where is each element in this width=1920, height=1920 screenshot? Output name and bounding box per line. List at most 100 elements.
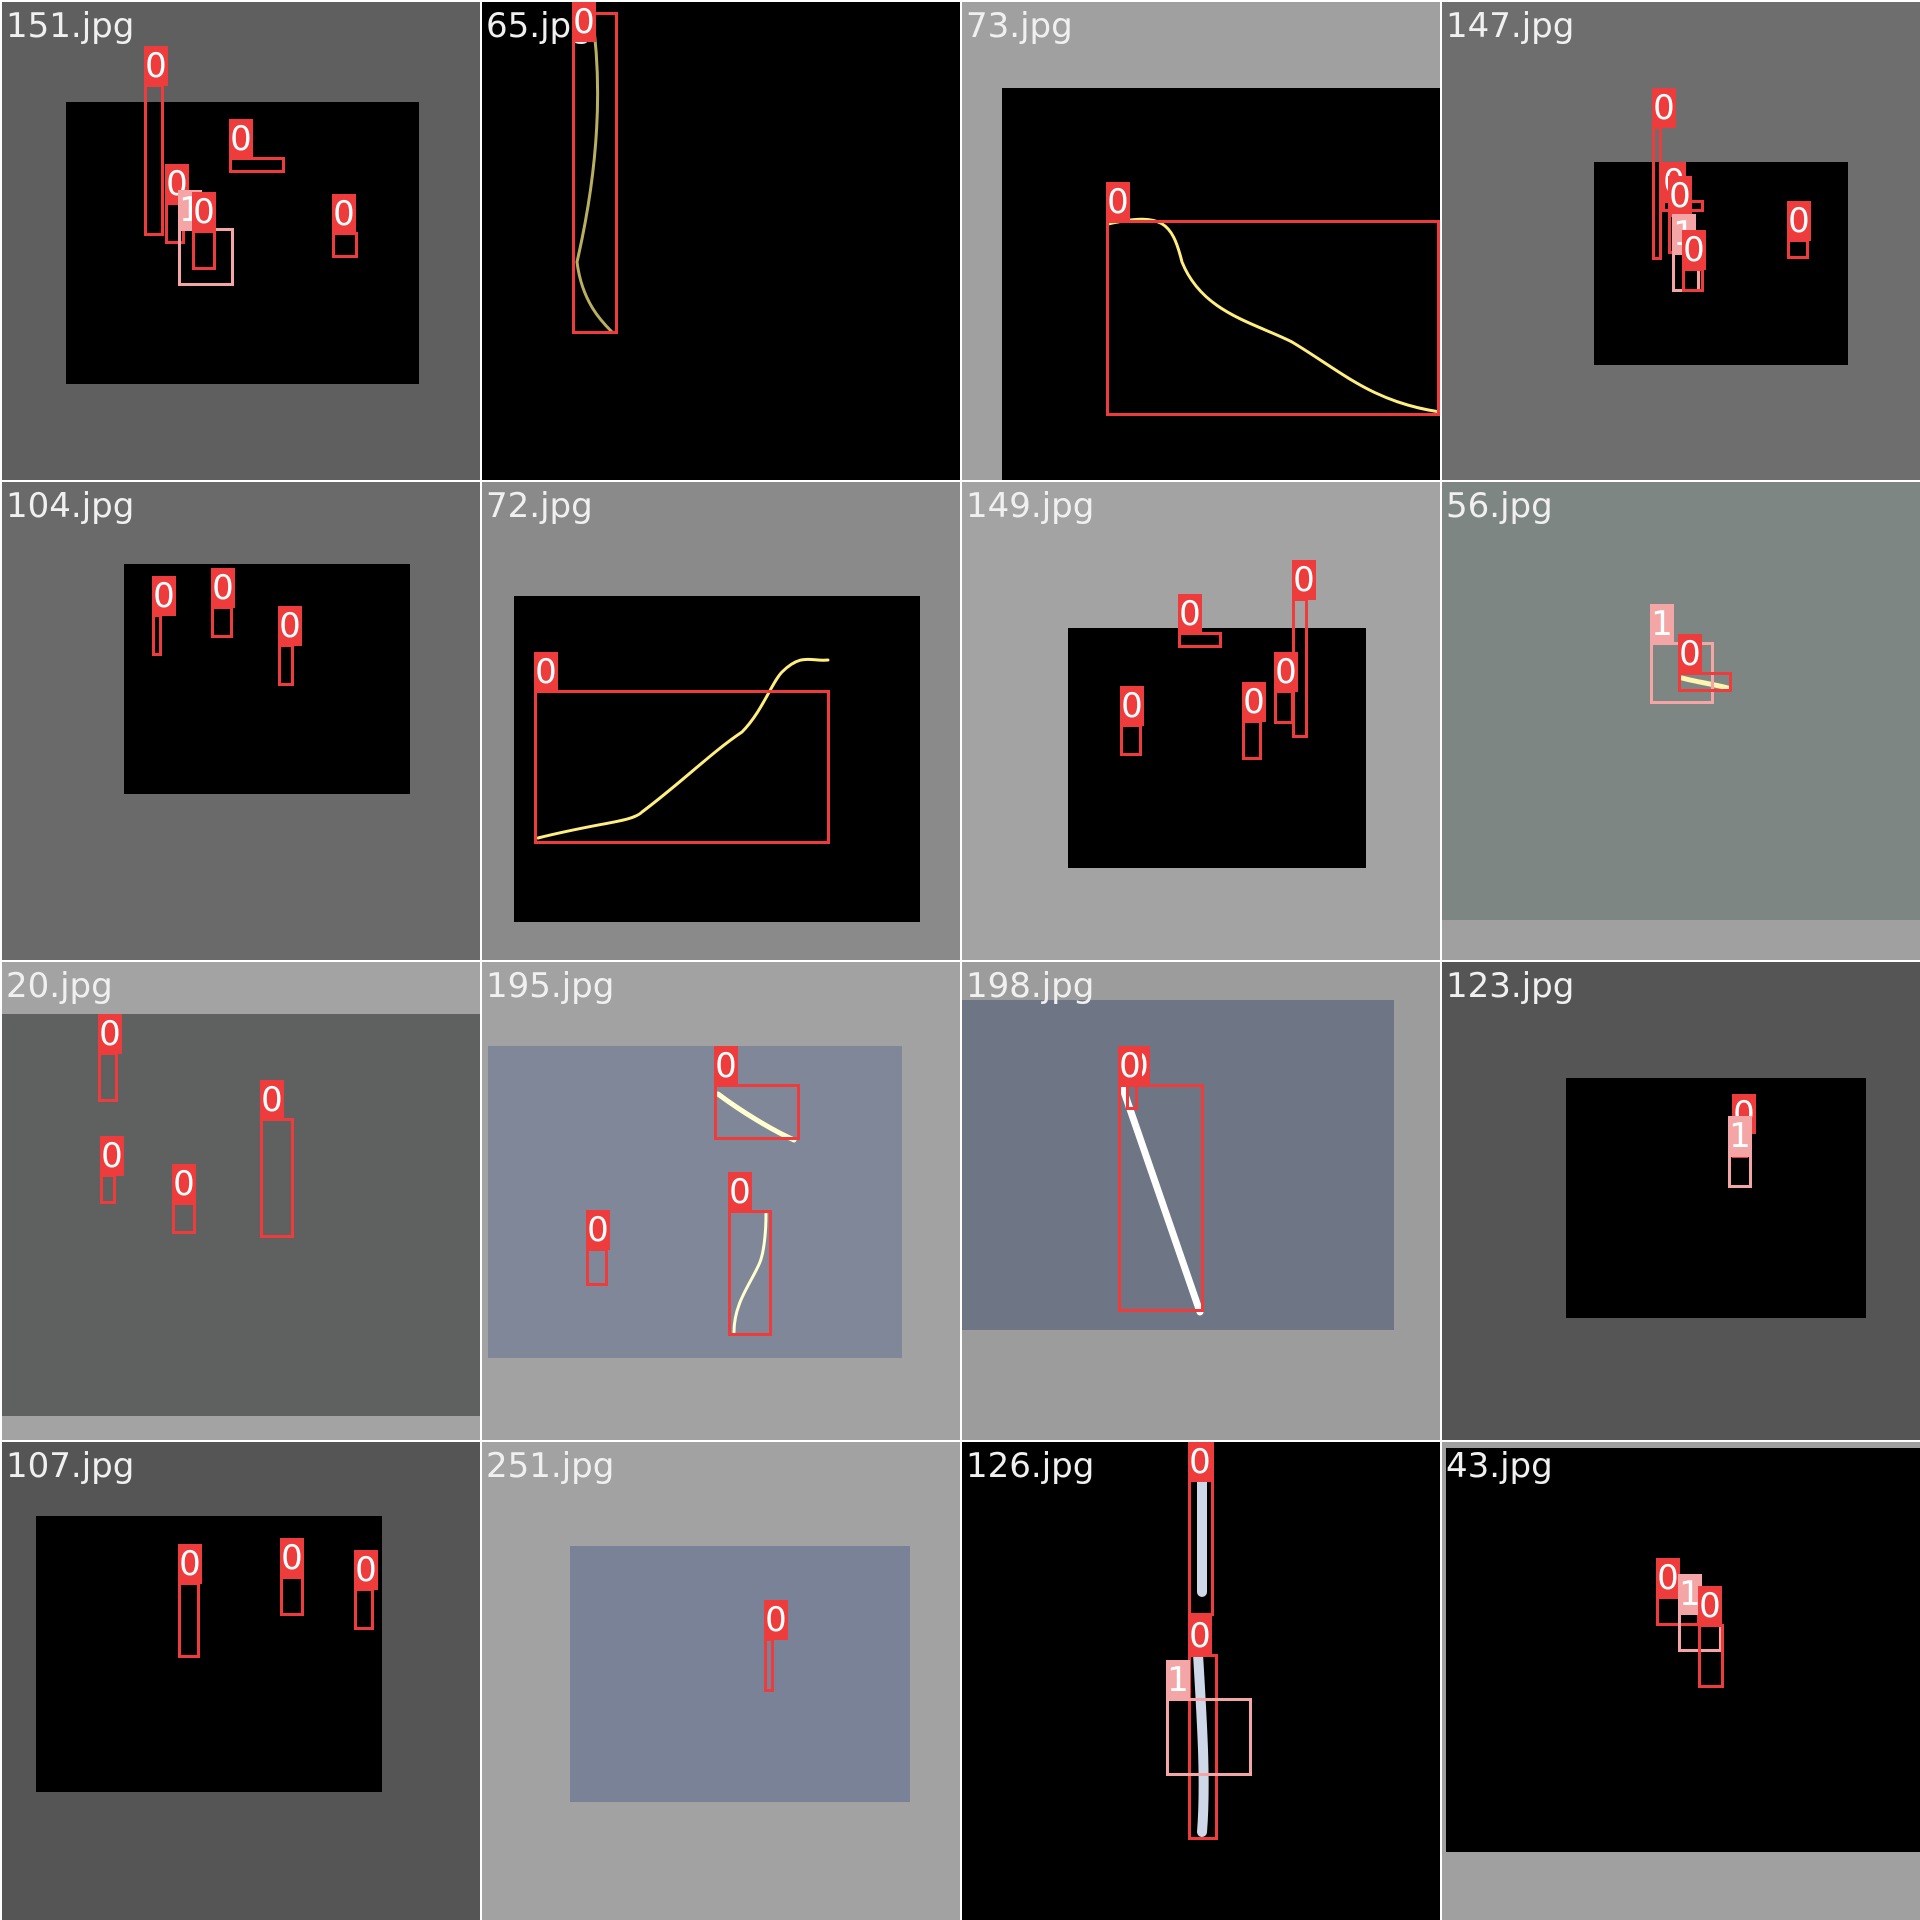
filename-label: 126.jpg (966, 1446, 1095, 1486)
filename-label: 20.jpg (6, 966, 113, 1006)
image-tile: 0 1 123.jpg (1442, 962, 1920, 1440)
detection-box (534, 690, 830, 844)
detection-box (1682, 268, 1704, 292)
class-label: 0 (714, 1046, 738, 1086)
class-label: 0 (260, 1080, 284, 1120)
filename-label: 43.jpg (1446, 1446, 1553, 1486)
detection-box (1178, 632, 1222, 648)
fiber-trace (732, 1212, 768, 1334)
detection-box (714, 1084, 800, 1140)
class-label: 0 (98, 1014, 122, 1054)
class-label: 0 (192, 192, 216, 232)
class-label: 0 (178, 1544, 202, 1584)
image-tile: 0 0 0 0 20.jpg (2, 962, 480, 1440)
class-label: 0 (572, 2, 596, 42)
detection-box (354, 1588, 374, 1630)
class-label: 0 (1698, 1586, 1722, 1626)
detection-box (1120, 724, 1142, 756)
fiber-trace (536, 657, 830, 840)
class-label: 0 (534, 652, 558, 692)
fiber-overlay (2, 962, 480, 1440)
detection-box (1698, 1624, 1724, 1688)
detection-box (192, 230, 216, 270)
class-label: 0 (1682, 230, 1706, 270)
class-label: 0 (1274, 652, 1298, 692)
class-label: 0 (280, 1538, 304, 1578)
fiber-trace (1106, 217, 1440, 414)
detection-box (1118, 1084, 1204, 1312)
detection-box (728, 1210, 772, 1336)
class-label: 1 (1650, 604, 1674, 644)
detection-box (586, 1248, 608, 1286)
fiber-trace (1679, 675, 1731, 691)
detection-box (229, 157, 285, 173)
class-label: 0 (1178, 594, 1202, 634)
class-label: 0 (172, 1164, 196, 1204)
class-label: 0 (1242, 682, 1266, 722)
class-label: 0 (586, 1210, 610, 1250)
class-label: 0 (1106, 182, 1130, 222)
fiber-overlay (575, 12, 614, 334)
detection-box (332, 232, 358, 258)
detection-box (1242, 720, 1262, 760)
micrograph-image (1594, 162, 1848, 365)
class-label: 0 (1188, 1616, 1212, 1656)
filename-label: 251.jpg (486, 1446, 615, 1486)
image-tile: 0 1 0 43.jpg (1442, 1442, 1920, 1920)
filename-label: 72.jpg (486, 486, 593, 526)
image-tile: 0 0 1 126.jpg (962, 1442, 1440, 1920)
detection-box (280, 1576, 304, 1616)
detection-box (1652, 126, 1662, 260)
filename-label: 104.jpg (6, 486, 135, 526)
class-label: 1 (1728, 1116, 1752, 1156)
class-label: 0 (229, 119, 253, 159)
detection-box (1106, 220, 1440, 416)
image-tile: 0 65.jpg (482, 2, 960, 480)
detection-box (764, 1638, 774, 1692)
class-label: 0 (1656, 1558, 1680, 1598)
filename-label: 151.jpg (6, 6, 135, 46)
micrograph-image (514, 596, 920, 922)
image-tile: 0 0 0 1 0 0 151.jpg (2, 2, 480, 480)
micrograph-image (2, 1014, 480, 1416)
filename-label: 147.jpg (1446, 6, 1575, 46)
filename-label: 149.jpg (966, 486, 1095, 526)
class-label: 0 (1188, 1442, 1212, 1482)
detection-box (278, 644, 294, 686)
detection-box (98, 1052, 118, 1102)
detection-box (100, 1174, 116, 1204)
micrograph-image (1566, 1078, 1866, 1318)
filename-label: 107.jpg (6, 1446, 135, 1486)
detection-box (152, 614, 162, 656)
image-tile: 00198.jpg (962, 962, 1440, 1440)
fiber-overlay (1679, 675, 1731, 691)
class-label: 0 (354, 1550, 378, 1590)
filename-label: 123.jpg (1446, 966, 1575, 1006)
image-tile: 0 0 0 0 0 149.jpg (962, 482, 1440, 960)
class-label: 0 (1787, 201, 1811, 241)
class-label: 0 (1292, 560, 1316, 600)
detection-box (211, 606, 233, 638)
image-tile: 000100147.jpg (1442, 2, 1920, 480)
fiber-trace (1118, 1082, 1204, 1316)
micrograph-image (570, 1546, 910, 1802)
class-label: 0 (1652, 88, 1676, 128)
detection-box (572, 12, 618, 334)
image-tile: 0 251.jpg (482, 1442, 960, 1920)
image-tile: 0 0 0 104.jpg (2, 482, 480, 960)
class-label: 0 (1668, 176, 1692, 216)
micrograph-image (1068, 628, 1366, 868)
class-label: 0 (728, 1172, 752, 1212)
fiber-overlay (536, 657, 830, 840)
detection-box (1728, 1154, 1752, 1188)
class-label: 1 (1166, 1660, 1190, 1700)
class-label: 0 (1118, 1046, 1142, 1086)
fiber-overlay (1118, 1082, 1204, 1316)
detection-box (144, 84, 164, 236)
class-label: 0 (278, 606, 302, 646)
image-tile: 0 0 0 195.jpg (482, 962, 960, 1440)
image-tile: 0 72.jpg (482, 482, 960, 960)
detection-box (1166, 1698, 1252, 1776)
class-label: 0 (764, 1600, 788, 1640)
